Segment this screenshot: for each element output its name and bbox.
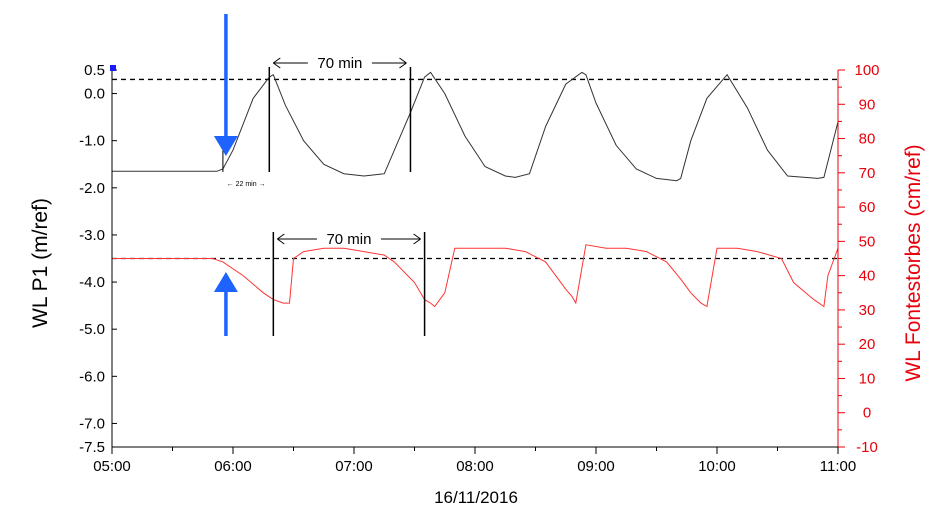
- y-right-tick-label: 30: [859, 302, 876, 319]
- y-right-tick-label: 60: [859, 199, 876, 216]
- period-arrowhead-right: [399, 57, 407, 69]
- y-right-tick-label: 80: [859, 131, 876, 148]
- period-label: 70 min: [326, 231, 371, 248]
- lag-label: ← 22 min →: [227, 181, 266, 188]
- reference-lines: [112, 78, 838, 260]
- y-left-tick-label: -7.5: [79, 439, 105, 456]
- y-right-tick-label: 90: [859, 96, 876, 113]
- y-right-tick-label: 100: [854, 62, 879, 79]
- y-left-tick-label: -4.0: [79, 274, 105, 291]
- x-tick-label: 09:00: [577, 458, 615, 475]
- x-tick-label: 11:00: [820, 458, 856, 475]
- x-tick-label: 10:00: [698, 458, 736, 475]
- y-left-tick-label: -6.0: [79, 368, 105, 385]
- x-tick-label: 05:00: [93, 458, 131, 475]
- y-left-label: WL P1 (m/ref): [29, 198, 52, 328]
- y-left-tick-label: -7.0: [79, 415, 105, 432]
- x-tick-label: 07:00: [335, 458, 373, 475]
- y-right-tick-label: 10: [859, 370, 876, 387]
- blue-up-arrowhead: [213, 272, 238, 292]
- y-right-tick-label: 0: [863, 405, 871, 422]
- series-line-wl-p1: [112, 71, 839, 182]
- y-right-tick-label: 50: [859, 233, 876, 250]
- y-left-tick-label: 0.5: [84, 62, 105, 79]
- blue-down-arrowhead: [213, 136, 238, 156]
- y-right-label: WL Fontestorbes (cm/ref): [902, 144, 925, 381]
- y-left-tick-label: -1.0: [79, 133, 105, 150]
- y-right-tick-label: 20: [859, 336, 876, 353]
- y-left-tick-label: -5.0: [79, 321, 105, 338]
- period-arrowhead-left: [273, 57, 281, 69]
- y-right-tick-label: -10: [856, 439, 878, 456]
- series-group: [112, 71, 839, 308]
- series-marker: [110, 65, 116, 71]
- y-right-tick-label: 40: [859, 268, 876, 285]
- y-left-tick-label: -2.0: [79, 180, 105, 197]
- series-line-wl-fontestorbes: [112, 244, 839, 308]
- period-arrowhead-left: [277, 233, 285, 245]
- y-left-tick-label: 0.0: [84, 86, 105, 103]
- axes: 0.5 0.0 -1.0 -2.0 -3.0 -4.0 -5.0 -6.0 -7.0 -7.5 10…: [79, 62, 879, 475]
- x-axis-label: 16/11/2016: [434, 488, 518, 507]
- period-label: 70 min: [317, 55, 362, 72]
- period-arrowhead-right: [413, 233, 421, 245]
- annotations: 70 min 70 min ← 22 min →: [110, 14, 426, 336]
- y-left-tick-label: -3.0: [79, 227, 105, 244]
- y-right-tick-label: 70: [859, 165, 876, 182]
- x-tick-label: 06:00: [214, 458, 252, 475]
- x-tick-label: 08:00: [456, 458, 494, 475]
